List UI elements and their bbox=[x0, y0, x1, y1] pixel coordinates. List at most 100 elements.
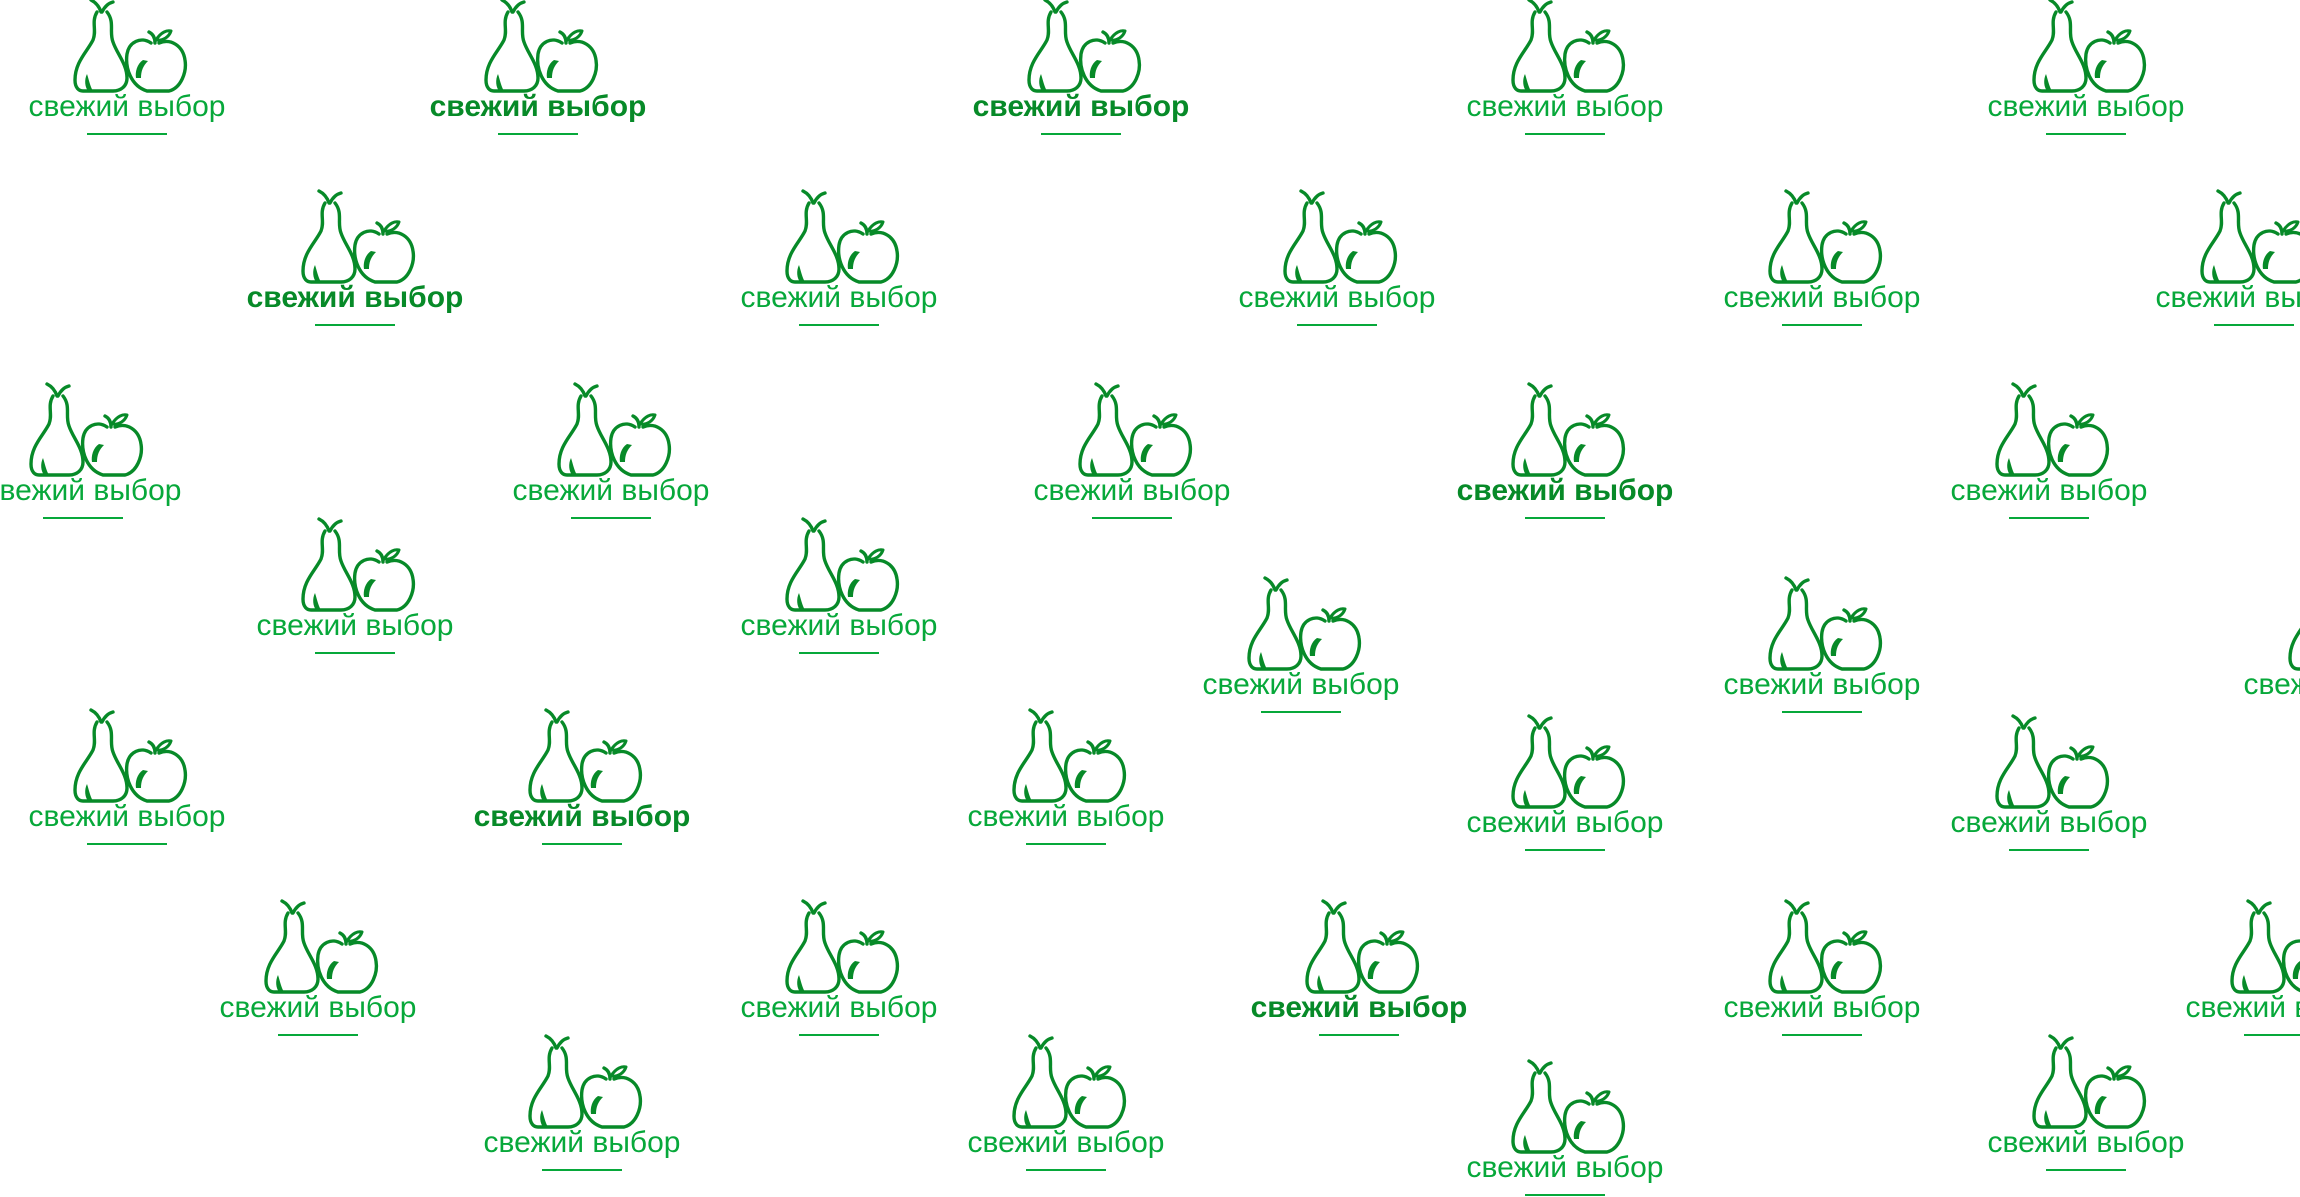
brand-underline bbox=[87, 133, 167, 135]
pear-apple-logo-icon bbox=[2032, 0, 2147, 93]
brand-wordmark: свежий выбор bbox=[256, 609, 454, 642]
brand-underline bbox=[43, 517, 123, 519]
brand-underline bbox=[2244, 1034, 2300, 1036]
brand-logo: свежий выбор bbox=[719, 899, 959, 1041]
brand-underline bbox=[1782, 324, 1862, 326]
brand-wordmark: свежий выбор bbox=[740, 991, 938, 1024]
pear-apple-logo-icon bbox=[1768, 576, 1883, 671]
brand-logo: свежий выбор bbox=[1012, 382, 1252, 524]
brand-underline bbox=[542, 843, 622, 845]
pear-apple-logo-icon bbox=[1511, 0, 1626, 93]
brand-underline bbox=[1525, 849, 1605, 851]
brand-logo: свежий выбор bbox=[235, 189, 475, 331]
brand-logo: свежий выбор bbox=[719, 189, 959, 331]
brand-underline bbox=[498, 133, 578, 135]
pear-apple-logo-icon bbox=[301, 189, 416, 284]
brand-underline bbox=[278, 1034, 358, 1036]
brand-logo: свежий выбор bbox=[1929, 714, 2169, 856]
brand-wordmark: свежий выбор bbox=[1466, 1151, 1664, 1184]
pear-apple-logo-icon bbox=[785, 517, 900, 612]
brand-underline bbox=[799, 1034, 879, 1036]
pear-apple-logo-icon bbox=[1511, 714, 1626, 809]
brand-underline bbox=[1782, 711, 1862, 713]
brand-underline bbox=[1092, 517, 1172, 519]
brand-wordmark: свежий выбор bbox=[1250, 991, 1468, 1024]
brand-logo: свежий выбор bbox=[462, 708, 702, 850]
pear-apple-logo-icon bbox=[1995, 382, 2110, 477]
brand-logo: свежий выбор bbox=[1702, 576, 1942, 718]
brand-wordmark: свежий выбор bbox=[967, 800, 1165, 833]
brand-logo: свежий выбор bbox=[1181, 576, 1421, 718]
brand-underline bbox=[1525, 517, 1605, 519]
brand-wordmark: свежий выбор bbox=[483, 1126, 681, 1159]
pear-apple-logo-icon bbox=[484, 0, 599, 93]
pear-apple-logo-icon bbox=[1027, 0, 1142, 93]
brand-logo: свежий выбор bbox=[946, 708, 1186, 850]
pear-apple-logo-icon bbox=[2200, 189, 2300, 284]
pear-apple-logo-icon bbox=[1012, 708, 1127, 803]
brand-underline bbox=[315, 652, 395, 654]
pear-apple-logo-icon bbox=[264, 899, 379, 994]
brand-logo: свежий выбор bbox=[2134, 189, 2300, 331]
brand-wordmark: свежий выбор bbox=[1466, 90, 1664, 123]
brand-logo: свежий выбор bbox=[198, 899, 438, 1041]
pear-apple-logo-icon bbox=[301, 517, 416, 612]
brand-underline bbox=[2009, 517, 2089, 519]
pear-apple-logo-icon bbox=[2288, 627, 2300, 671]
brand-logo: свежий выбор bbox=[491, 382, 731, 524]
brand-logo: свежий выбор bbox=[1445, 0, 1685, 140]
brand-wordmark: свежий выбор bbox=[1723, 668, 1921, 701]
brand-underline bbox=[87, 843, 167, 845]
brand-underline bbox=[799, 652, 879, 654]
brand-wordmark: свежий выбор bbox=[1723, 281, 1921, 314]
brand-wordmark: свежий выбор bbox=[28, 90, 226, 123]
brand-wordmark: свежий выбор bbox=[246, 281, 464, 314]
brand-logo: свежий выбор bbox=[946, 1034, 1186, 1176]
brand-logo: свежий выбор bbox=[462, 1034, 702, 1176]
brand-logo: свежий выбор bbox=[1929, 382, 2169, 524]
brand-logo: свежий выбор bbox=[2164, 899, 2300, 1041]
brand-logo: свежий выбор bbox=[961, 0, 1201, 140]
brand-wordmark: свежий выбор bbox=[967, 1126, 1165, 1159]
brand-wordmark: свежий выбор bbox=[740, 609, 938, 642]
brand-wordmark: свежий выбор bbox=[2185, 991, 2300, 1024]
pear-apple-logo-icon bbox=[528, 1034, 643, 1129]
brand-wordmark: свежий выбор bbox=[1950, 806, 2148, 839]
brand-wordmark: свежий выбор bbox=[512, 474, 710, 507]
brand-wordmark: свежий выбор bbox=[1033, 474, 1231, 507]
pear-apple-logo-icon bbox=[1305, 899, 1420, 994]
brand-underline bbox=[1261, 711, 1341, 713]
brand-logo: свежий выбор bbox=[7, 0, 247, 140]
brand-wordmark: свежий выбор bbox=[429, 90, 647, 123]
brand-underline bbox=[2046, 1169, 2126, 1171]
brand-wordmark: свежий выбор bbox=[2243, 668, 2300, 701]
pear-apple-logo-icon bbox=[1012, 1034, 1127, 1129]
brand-logo: свежий выбор bbox=[1217, 189, 1457, 331]
brand-underline bbox=[1297, 324, 1377, 326]
brand-logo: свежий выбор bbox=[7, 708, 247, 850]
brand-wordmark: свежий выбор bbox=[972, 90, 1190, 123]
pear-apple-logo-icon bbox=[29, 382, 144, 477]
pear-apple-logo-icon bbox=[1768, 899, 1883, 994]
brand-wordmark: свежий выбор bbox=[740, 281, 938, 314]
brand-wordmark: свежий выбор bbox=[1723, 991, 1921, 1024]
brand-underline bbox=[1041, 133, 1121, 135]
brand-logo: свежий выбор bbox=[1966, 0, 2206, 140]
brand-underline bbox=[315, 324, 395, 326]
pear-apple-logo-icon bbox=[528, 708, 643, 803]
pear-apple-logo-icon bbox=[1247, 576, 1362, 671]
brand-logo: свежий выбор bbox=[235, 517, 475, 659]
brand-logo: свежий выбор bbox=[2222, 578, 2300, 718]
brand-underline bbox=[1026, 843, 1106, 845]
brand-underline bbox=[2009, 849, 2089, 851]
brand-underline bbox=[542, 1169, 622, 1171]
brand-wordmark: свежий выбор bbox=[1987, 1126, 2185, 1159]
brand-logo: свежий выбор bbox=[1445, 382, 1685, 524]
brand-underline bbox=[799, 324, 879, 326]
pear-apple-logo-icon bbox=[2230, 899, 2300, 994]
brand-logo: свежий выбор bbox=[1702, 189, 1942, 331]
brand-underline bbox=[1525, 133, 1605, 135]
brand-wordmark: свежий выбор bbox=[2155, 281, 2300, 314]
brand-underline bbox=[2214, 324, 2294, 326]
